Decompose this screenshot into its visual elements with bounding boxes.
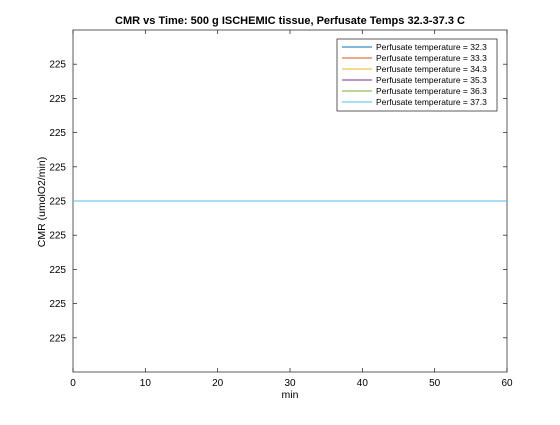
x-tick-label: 40: [357, 378, 369, 389]
y-tick-label: 225: [49, 197, 66, 208]
legend-entry-6: Perfusate temperature = 37.3: [376, 97, 487, 107]
y-tick-label: 225: [49, 60, 66, 71]
y-tick-label: 225: [49, 231, 66, 242]
y-tick-label: 225: [49, 128, 66, 139]
y-tick-label: 225: [49, 162, 66, 173]
y-tick-label: 225: [49, 333, 66, 344]
legend-entry-1: Perfusate temperature = 32.3: [376, 42, 487, 52]
plot-area: 0 10 20 30 40 50 60 225 225 225 225 225 225 225 225 225: [49, 29, 513, 389]
x-axis-label: min: [282, 389, 299, 401]
chart-title: CMR vs Time: 500 g ISCHEMIC tissue, Perf…: [115, 15, 465, 27]
x-tick-label: 20: [212, 378, 224, 389]
legend-entry-2: Perfusate temperature = 33.3: [376, 53, 487, 63]
x-tick-label: 0: [70, 378, 76, 389]
legend-entry-3: Perfusate temperature = 34.3: [376, 64, 487, 74]
x-tick-label: 60: [501, 378, 513, 389]
legend-entry-4: Perfusate temperature = 35.3: [376, 75, 487, 85]
legend-entry-5: Perfusate temperature = 36.3: [376, 86, 487, 96]
legend-box: [336, 38, 498, 112]
y-tick-label: 225: [49, 94, 66, 105]
y-tick-label: 225: [49, 265, 66, 276]
x-tick-label: 10: [140, 378, 152, 389]
y-axis-label: CMR (umolO2/min): [36, 157, 48, 247]
x-tick-label: 30: [284, 378, 296, 389]
x-tick-label: 50: [429, 378, 441, 389]
y-tick-label: 225: [49, 299, 66, 310]
